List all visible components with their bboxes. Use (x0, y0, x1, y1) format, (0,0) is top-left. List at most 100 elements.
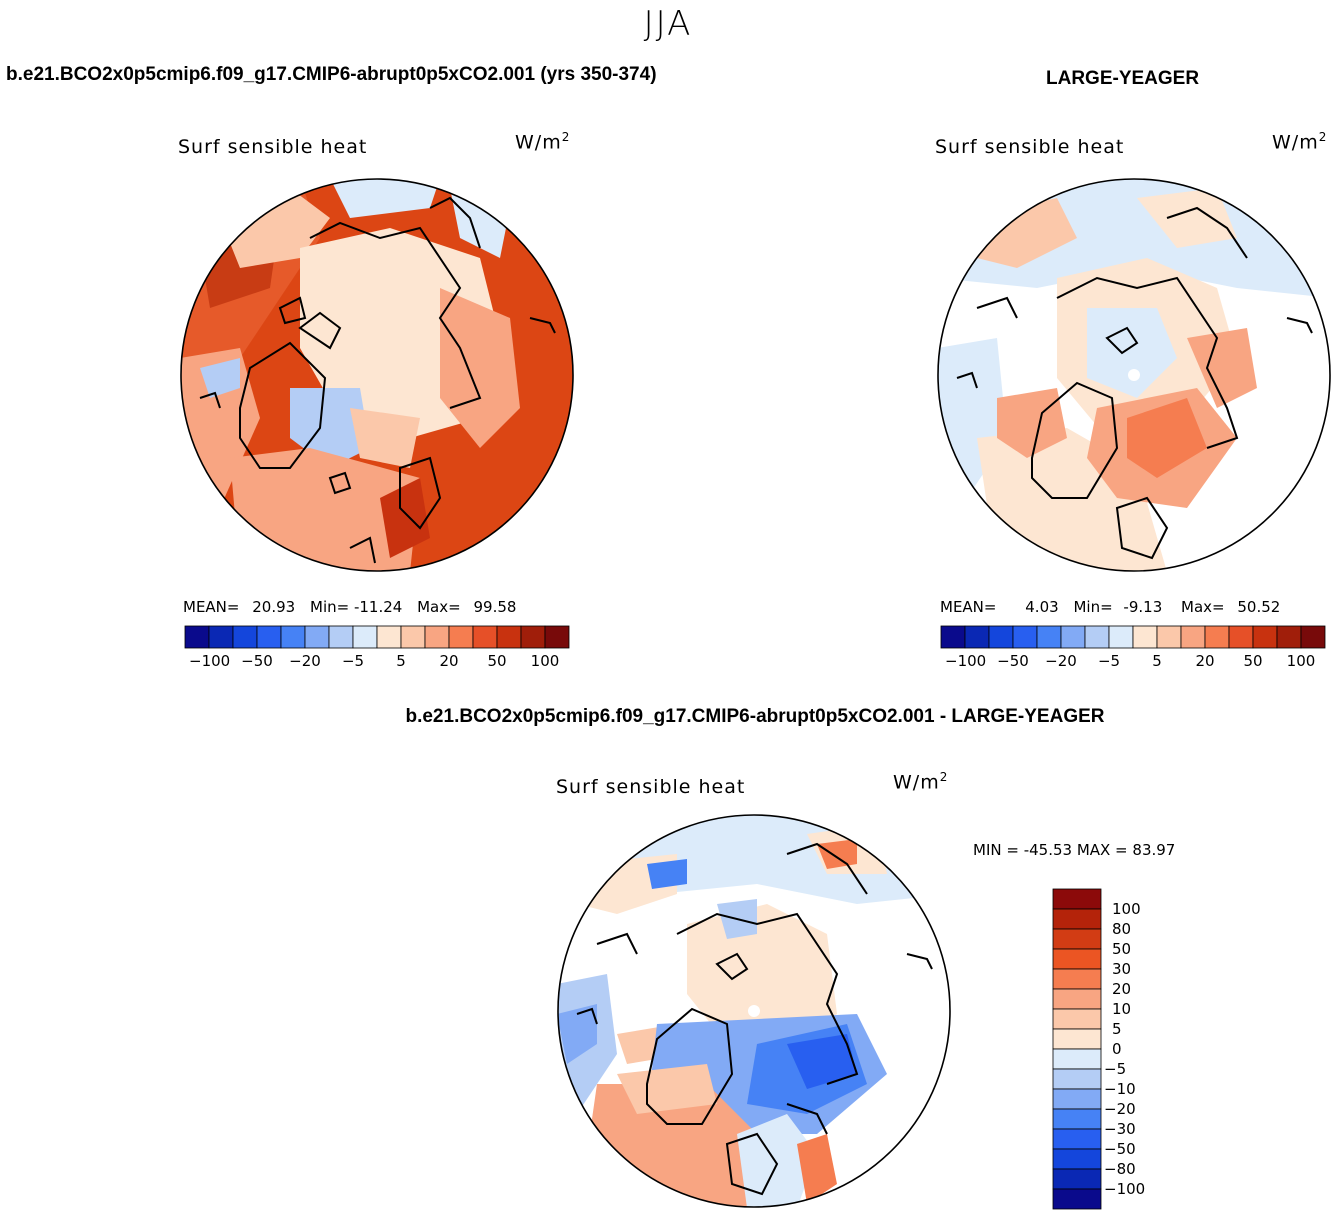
panel3-case-title: b.e21.BCO2x0p5cmip6.f09_g17.CMIP6-abrupt… (405, 706, 1105, 727)
colorbar-tick-label: 5 (1112, 1020, 1122, 1038)
colorbar-swatch (496, 625, 522, 649)
colorbar-swatch (1052, 1128, 1102, 1150)
colorbar-swatch (1060, 625, 1086, 649)
colorbar-tick-label: 100 (1286, 652, 1316, 670)
colorbar-tick-label: −5 (1097, 652, 1121, 670)
units-exponent: 2 (1318, 130, 1328, 144)
panel3-map-field (558, 815, 950, 1207)
min-label: Min= (310, 598, 350, 616)
mean-value: 20.93 (252, 598, 296, 616)
colorbar-swatch (1052, 1008, 1102, 1030)
colorbar-tick-label: 0 (1112, 1040, 1122, 1058)
colorbar-tick-label: −20 (1045, 652, 1077, 670)
colorbar-tick-label: 20 (1112, 980, 1132, 998)
panel3-units: W/m2 (893, 770, 948, 793)
panel1-case-title: b.e21.BCO2x0p5cmip6.f09_g17.CMIP6-abrupt… (6, 64, 657, 85)
colorbar-swatch (1052, 1148, 1102, 1170)
colorbar-swatch (1052, 968, 1102, 990)
colorbar-tick-label: −80 (1104, 1160, 1136, 1178)
mean-value: 4.03 (1025, 598, 1059, 616)
colorbar-swatch (988, 625, 1014, 649)
panel3-colorbar (1052, 888, 1102, 1210)
panel2-stats: MEAN= 4.03 Min= -9.13 Max= 50.52 (940, 598, 1280, 616)
colorbar-swatch (1132, 625, 1158, 649)
max-label: Max= (417, 598, 461, 616)
colorbar-swatch (1228, 625, 1254, 649)
colorbar-swatch (256, 625, 282, 649)
colorbar-swatch (232, 625, 258, 649)
colorbar-tick-label: −100 (945, 652, 987, 670)
units-exponent: 2 (561, 130, 571, 144)
panel1-stats: MEAN= 20.93 Min= -11.24 Max= 99.58 (183, 598, 516, 616)
panel2-colorbar (940, 625, 1326, 649)
colorbar-swatch (1052, 928, 1102, 950)
colorbar-tick-label: 100 (530, 652, 560, 670)
panel1-variable-title: Surf sensible heat (178, 136, 368, 158)
panel1-colorbar (184, 625, 570, 649)
panel1-units: W/m2 (515, 130, 570, 153)
colorbar-tick-label: 5 (1152, 652, 1162, 670)
colorbar-swatch (1084, 625, 1110, 649)
colorbar-swatch (1052, 988, 1102, 1010)
colorbar-swatch (400, 625, 426, 649)
colorbar-swatch (1052, 1168, 1102, 1190)
colorbar-swatch (940, 625, 966, 649)
units-exponent: 2 (939, 770, 949, 784)
colorbar-tick-label: 100 (1112, 900, 1141, 918)
panel2-units: W/m2 (1272, 130, 1327, 153)
panel3-polar-map (557, 814, 951, 1208)
colorbar-tick-label: −30 (1104, 1120, 1136, 1138)
mean-label: MEAN= (940, 598, 997, 616)
max-value: 50.52 (1237, 598, 1281, 616)
colorbar-swatch (376, 625, 402, 649)
panel1-map-boundary (180, 178, 574, 572)
colorbar-tick-label: −10 (1104, 1080, 1136, 1098)
colorbar-swatch (1252, 625, 1278, 649)
colorbar-tick-label: −50 (997, 652, 1029, 670)
panel2-map-boundary (937, 178, 1331, 572)
panel2-colorbar-ticks: −100 −50 −20 −5 5 20 50 100 (941, 652, 1325, 672)
colorbar-tick-label: 50 (1112, 940, 1132, 958)
panel2-polar-map (937, 178, 1331, 572)
units-base: W/m (515, 131, 562, 154)
colorbar-tick-label: −5 (1104, 1060, 1127, 1078)
panel2-coastlines (956, 206, 1313, 560)
panel2-pole-point (1128, 369, 1140, 381)
colorbar-tick-label: 20 (439, 652, 459, 670)
panel1-colorbar-ticks: −100 −50 −20 −5 5 20 50 100 (185, 652, 569, 672)
colorbar-swatch (208, 625, 234, 649)
panel1-coastlines (199, 196, 556, 564)
colorbar-swatch (1052, 1188, 1102, 1210)
panel2-case-title: LARGE-YEAGER (1046, 68, 1200, 89)
colorbar-swatch (1052, 1108, 1102, 1130)
min-label: Min= (1073, 598, 1113, 616)
colorbar-swatch (472, 625, 498, 649)
colorbar-swatch (544, 625, 570, 649)
colorbar-swatch (184, 625, 210, 649)
season-title: JJA (643, 4, 693, 44)
colorbar-swatch (304, 625, 330, 649)
colorbar-swatch (1204, 625, 1230, 649)
colorbar-tick-label: −20 (289, 652, 321, 670)
colorbar-swatch (280, 625, 306, 649)
mean-label: MEAN= (183, 598, 240, 616)
colorbar-swatch (1052, 888, 1102, 910)
colorbar-swatch (1108, 625, 1134, 649)
panel2-variable-title: Surf sensible heat (935, 136, 1125, 158)
colorbar-tick-label: 30 (1112, 960, 1132, 978)
colorbar-tick-label: 80 (1112, 920, 1132, 938)
colorbar-tick-label: 50 (487, 652, 507, 670)
colorbar-tick-label: −5 (341, 652, 365, 670)
colorbar-swatch (1180, 625, 1206, 649)
colorbar-tick-label: −20 (1104, 1100, 1136, 1118)
units-base: W/m (1272, 131, 1319, 154)
colorbar-swatch (1300, 625, 1326, 649)
colorbar-tick-label: −50 (241, 652, 273, 670)
colorbar-tick-label: −50 (1104, 1140, 1136, 1158)
max-value: 99.58 (473, 598, 517, 616)
colorbar-tick-label: −100 (189, 652, 231, 670)
colorbar-swatch (1052, 908, 1102, 930)
colorbar-swatch (1012, 625, 1038, 649)
colorbar-swatch (520, 625, 546, 649)
colorbar-swatch (1156, 625, 1182, 649)
